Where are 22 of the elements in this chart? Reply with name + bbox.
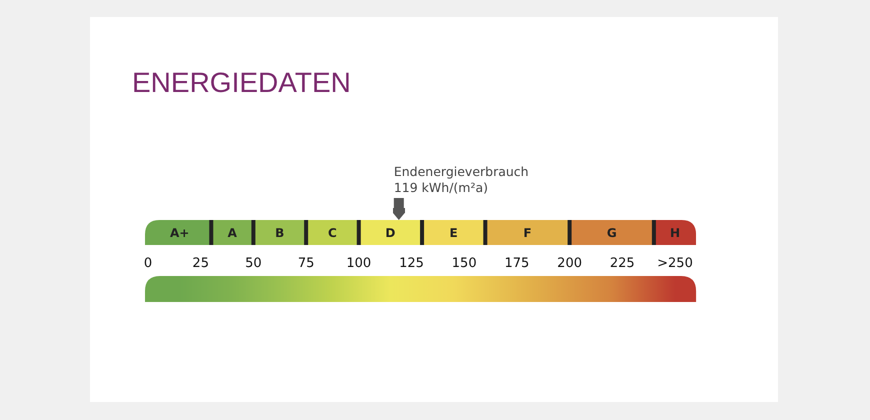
ref-line-label: Endenergieverbrauch 119 kWh/(m²a) <box>394 164 529 195</box>
series-label: H <box>670 226 680 240</box>
series-label: D <box>385 226 396 240</box>
series-label: C <box>328 226 338 240</box>
x-tick-label: 125 <box>399 256 424 271</box>
x-tick-label: 100 <box>346 256 372 271</box>
series-label: B <box>275 226 284 240</box>
series-label: F <box>523 226 532 240</box>
x-tick-label: 200 <box>557 256 582 271</box>
x-tick-label: 75 <box>298 256 314 271</box>
series-label: E <box>450 226 458 240</box>
series-label: G <box>606 226 617 240</box>
series-label: A <box>228 226 238 240</box>
x-tick-label: 225 <box>610 256 635 271</box>
x-tick-label: 0 <box>144 256 152 271</box>
series-label: A+ <box>170 226 190 240</box>
x-tick-label: 175 <box>504 256 530 271</box>
x-tick-label: >250 <box>657 256 693 271</box>
chart-title: ENERGIEDATEN <box>132 67 351 98</box>
x-tick-label: 25 <box>192 256 209 271</box>
x-tick-label: 150 <box>452 256 477 271</box>
x-tick-label: 50 <box>245 256 262 271</box>
